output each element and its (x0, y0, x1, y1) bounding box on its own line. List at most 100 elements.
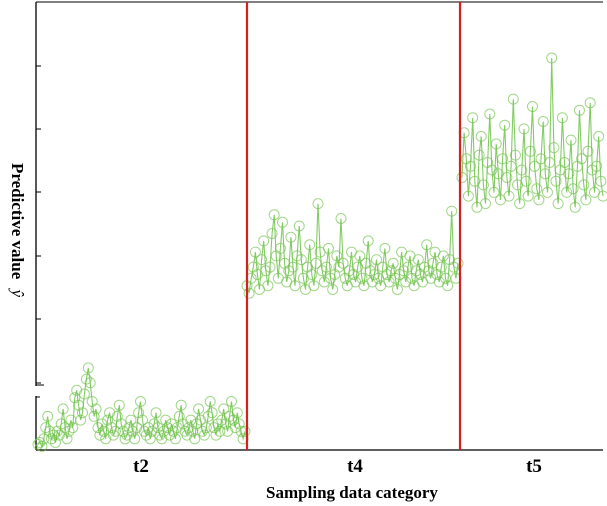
data-point (333, 261, 345, 273)
data-point (78, 388, 90, 400)
data-point (148, 418, 160, 430)
data-point (260, 265, 272, 277)
data-point (597, 190, 607, 202)
y-axis-title-text: Predictive value (8, 163, 27, 280)
data-point (320, 261, 332, 273)
data-point (137, 414, 148, 426)
data-point (563, 168, 575, 180)
data-point (520, 175, 532, 187)
series-layer (32, 52, 607, 452)
data-point (586, 164, 598, 176)
data-point (160, 414, 172, 426)
data-point (36, 440, 48, 452)
data-point (593, 130, 605, 142)
data-point (484, 108, 496, 120)
data-point (274, 242, 286, 254)
data-point (546, 52, 558, 64)
data-point (488, 186, 500, 198)
data-point (337, 257, 349, 269)
data-point (533, 194, 545, 206)
data-point (578, 179, 590, 191)
data-point (398, 265, 410, 277)
data-point (412, 254, 424, 266)
data-point (379, 242, 391, 254)
data-point (542, 186, 553, 198)
data-point (452, 257, 464, 269)
data-point (125, 414, 137, 426)
data-point (264, 261, 276, 273)
data-point (522, 190, 534, 202)
category-label-t4: t4 (347, 456, 363, 477)
data-point (67, 422, 79, 434)
data-point (231, 407, 243, 419)
data-point (465, 160, 476, 172)
data-point (323, 242, 334, 254)
data-point (442, 280, 454, 292)
data-point (92, 422, 104, 434)
data-point (595, 175, 607, 187)
data-point (308, 280, 320, 292)
data-point (501, 172, 513, 183)
data-point (421, 239, 433, 251)
data-point (544, 157, 556, 168)
data-point (268, 209, 280, 221)
data-point (435, 261, 447, 273)
data-point (249, 246, 261, 258)
data-point (335, 213, 347, 224)
data-point (569, 201, 581, 213)
data-point (574, 104, 585, 116)
data-point (166, 418, 177, 430)
data-point (90, 403, 102, 415)
data-point (310, 257, 322, 269)
category-label-t5: t5 (526, 456, 542, 477)
data-point (497, 153, 509, 165)
data-point (144, 433, 156, 445)
data-point (48, 429, 59, 441)
data-point (193, 403, 205, 415)
data-point (548, 142, 560, 154)
data-point (57, 403, 69, 415)
data-point (524, 145, 536, 157)
data-point (383, 276, 395, 288)
data-point (467, 112, 479, 124)
data-point (371, 254, 382, 266)
data-point (239, 425, 251, 437)
series-segment-t4 (241, 198, 464, 299)
data-point (584, 97, 596, 109)
data-point (331, 250, 343, 262)
data-point (368, 269, 380, 280)
category-label-t2: t2 (133, 456, 149, 477)
data-point (325, 272, 337, 284)
data-point (391, 284, 403, 295)
data-point (509, 149, 521, 161)
data-point (437, 250, 449, 262)
data-point (202, 410, 214, 422)
series-line (37, 367, 246, 448)
data-point (42, 410, 54, 422)
data-point (285, 231, 297, 243)
data-point (473, 149, 485, 161)
data-point (243, 287, 255, 299)
data-point (514, 198, 526, 210)
data-point (537, 116, 549, 127)
data-point (233, 418, 245, 430)
series-segment-t2 (32, 362, 251, 452)
data-point (77, 407, 88, 419)
data-point (84, 377, 96, 389)
data-point (516, 164, 528, 176)
data-point (86, 396, 98, 407)
data-point (550, 175, 562, 187)
data-point (289, 280, 301, 292)
data-point (475, 130, 487, 142)
category-labels: t2 t4 t5 (133, 456, 542, 477)
data-point (354, 250, 366, 262)
plot-frame (32, 1, 603, 451)
data-point (291, 250, 303, 262)
data-point (169, 433, 181, 445)
data-point (44, 425, 56, 437)
data-point (287, 261, 299, 273)
data-point (256, 254, 268, 266)
data-point (505, 160, 517, 172)
data-point (507, 93, 519, 105)
